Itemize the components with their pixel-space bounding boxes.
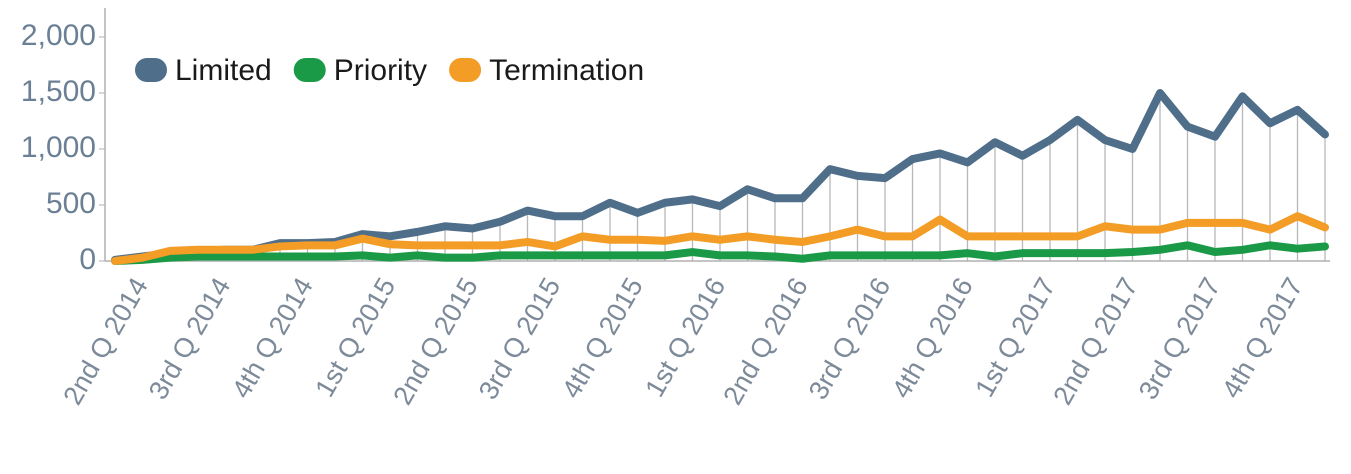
series-line	[111, 212, 1329, 265]
x-tick-label: 3rd Q 2016	[803, 273, 897, 405]
legend-swatch	[135, 58, 167, 82]
legend-label: Limited	[175, 54, 272, 87]
x-tick-label: 2nd Q 2014	[57, 273, 154, 410]
x-tick-label: 3rd Q 2014	[143, 273, 237, 405]
y-tick-label: 0	[79, 243, 96, 276]
legend-swatch	[449, 58, 482, 82]
x-tick-label: 4th Q 2017	[1216, 273, 1309, 404]
legend-label: Priority	[334, 54, 427, 87]
x-tick-label: 2nd Q 2017	[1047, 273, 1144, 410]
series-line	[111, 241, 1329, 265]
x-tick-label: 3rd Q 2017	[1133, 273, 1227, 405]
y-tick-label: 1,500	[21, 75, 96, 108]
x-tick-label: 3rd Q 2015	[473, 273, 567, 405]
x-tick-label: 1st Q 2017	[969, 273, 1061, 402]
x-tick-label: 2nd Q 2016	[717, 273, 814, 410]
x-tick-label: 4th Q 2015	[556, 273, 649, 404]
x-tick-label: 2nd Q 2015	[387, 273, 484, 410]
legend-label: Termination	[489, 54, 644, 87]
x-tick-label: 1st Q 2016	[639, 273, 731, 402]
y-tick-label: 2,000	[21, 19, 96, 52]
legend-swatch	[293, 58, 326, 82]
x-tick-label: 4th Q 2016	[886, 273, 979, 404]
x-tick-label: 4th Q 2014	[226, 273, 319, 404]
y-tick-label: 500	[46, 187, 96, 220]
x-tick-label: 1st Q 2015	[309, 273, 401, 402]
y-tick-label: 1,000	[21, 131, 96, 164]
